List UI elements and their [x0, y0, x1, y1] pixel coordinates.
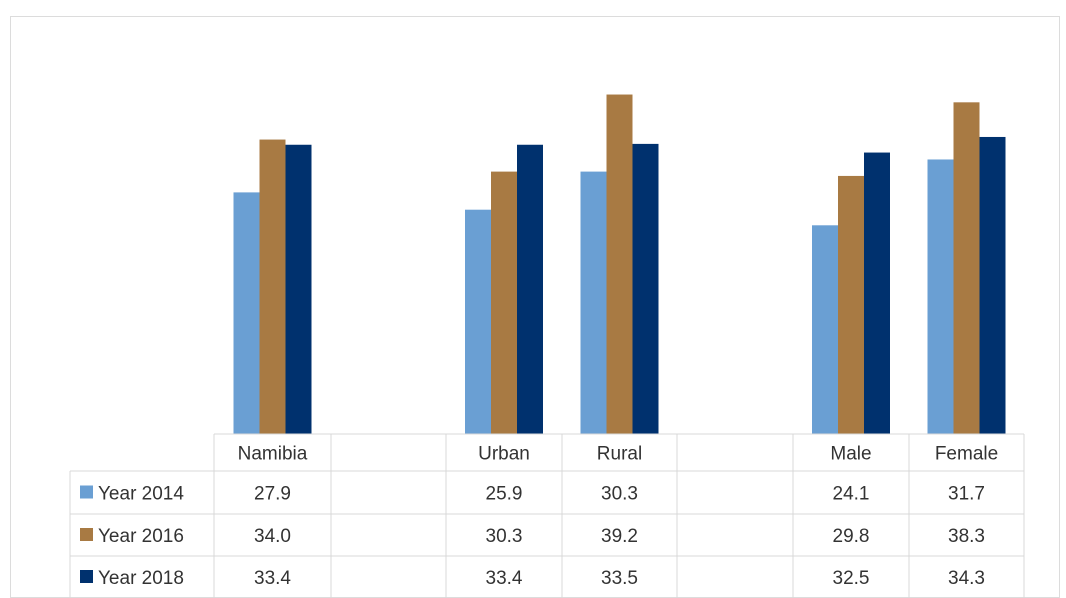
bar-year-2014-male	[812, 225, 838, 434]
bar-year-2014-rural	[580, 171, 607, 435]
bar-year-2016-urban	[491, 171, 517, 435]
data-label-year-2016-female: 38.3	[948, 526, 985, 547]
data-label-year-2016-urban: 30.3	[486, 526, 523, 547]
data-label-year-2014-namibia: 27.9	[254, 484, 291, 505]
data-label-year-2018-rural: 33.5	[601, 568, 638, 589]
bar-year-2014-urban	[465, 209, 491, 434]
legend-label-year-2018: Year 2018	[98, 568, 184, 589]
bar-year-2014-female	[927, 159, 954, 434]
bar-year-2018-female	[979, 136, 1006, 434]
data-label-year-2016-rural: 39.2	[601, 526, 638, 547]
category-label-male: Male	[830, 444, 871, 465]
bar-year-2016-namibia	[259, 139, 286, 434]
bar-year-2016-rural	[606, 94, 633, 434]
data-label-year-2016-male: 29.8	[833, 526, 870, 547]
legend-key-year-2014	[80, 485, 93, 499]
data-label-year-2014-female: 31.7	[948, 484, 985, 505]
category-label-urban: Urban	[478, 444, 530, 465]
data-label-year-2016-namibia: 34.0	[254, 526, 291, 547]
data-label-year-2018-male: 32.5	[833, 568, 870, 589]
legend-key-year-2018	[80, 570, 93, 583]
category-label-female: Female	[935, 444, 998, 465]
data-label-year-2014-urban: 25.9	[486, 484, 523, 505]
legend-label-year-2016: Year 2016	[98, 526, 184, 547]
bar-year-2018-urban	[517, 144, 543, 435]
bar-year-2018-namibia	[285, 144, 312, 435]
data-label-year-2018-urban: 33.4	[486, 568, 523, 589]
bar-year-2014-namibia	[233, 192, 260, 434]
category-label-rural: Rural	[597, 444, 642, 465]
data-label-year-2014-rural: 30.3	[601, 484, 638, 505]
data-label-year-2018-namibia: 33.4	[254, 568, 291, 589]
data-label-year-2018-female: 34.3	[948, 568, 985, 589]
bar-year-2018-rural	[632, 143, 659, 434]
bar-year-2016-male	[838, 175, 864, 434]
legend-label-year-2014: Year 2014	[98, 484, 184, 505]
data-label-year-2014-male: 24.1	[833, 484, 870, 505]
bar-year-2018-male	[864, 152, 890, 435]
category-label-namibia: Namibia	[238, 444, 308, 465]
legend-key-year-2016	[80, 528, 93, 541]
bar-year-2016-female	[953, 102, 980, 435]
